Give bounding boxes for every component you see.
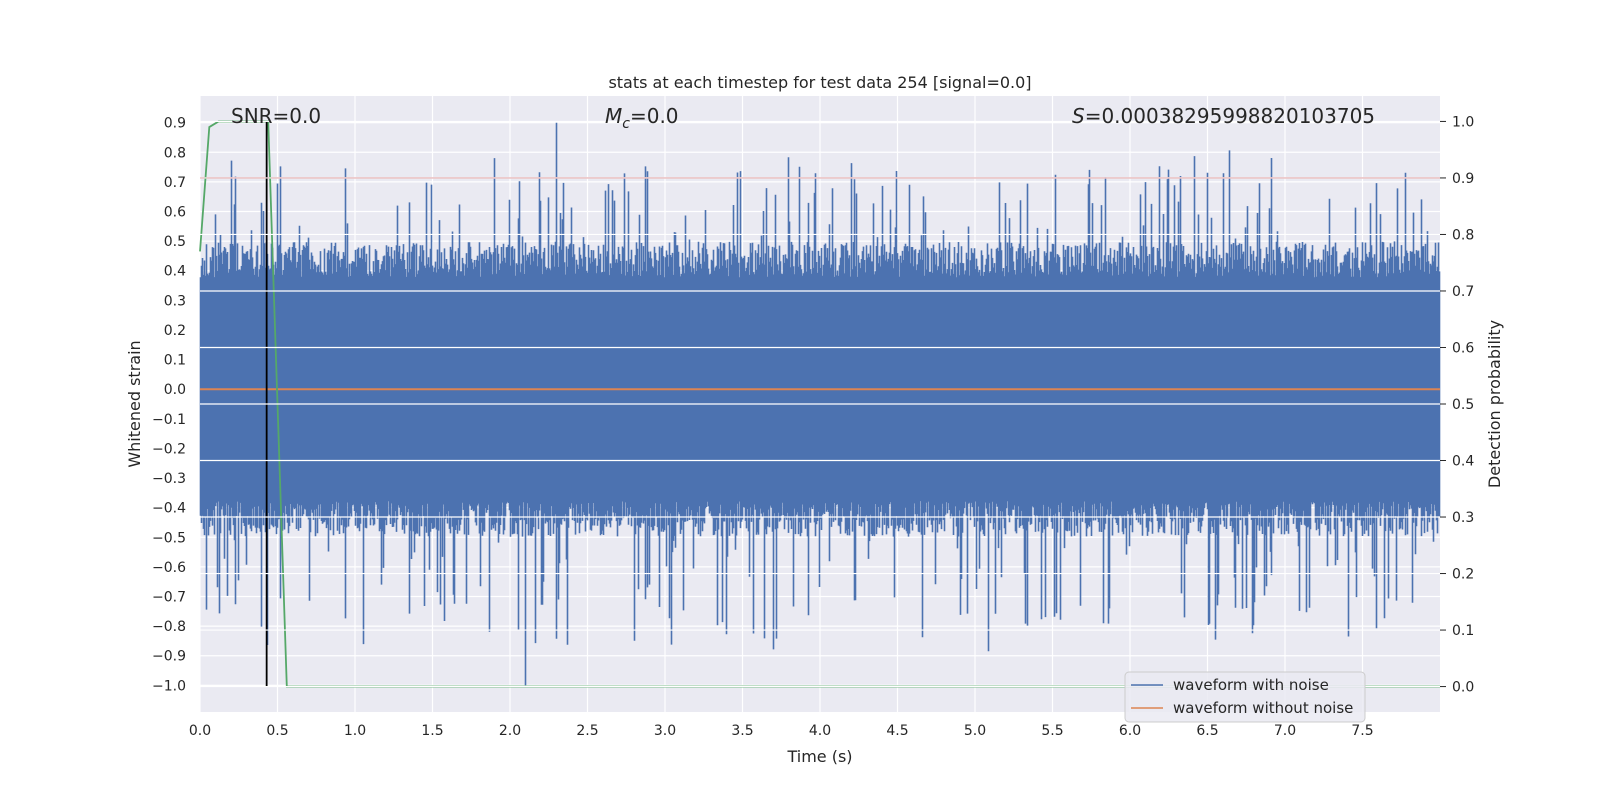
y-tick-label: −0.3 (152, 471, 186, 487)
y-tick-label: −0.5 (152, 530, 186, 546)
y2-tick-label: 0.5 (1452, 397, 1474, 413)
y-tick-label: 0.8 (164, 145, 186, 161)
legend-label-waveform-without-noise: waveform without noise (1173, 699, 1353, 717)
chirp-mass-annotation: Mc=0.0 (605, 104, 679, 132)
x-tick-label: 5.5 (1041, 723, 1063, 739)
legend: waveform with noise waveform without noi… (1124, 671, 1366, 723)
y-tick-label: 0.1 (164, 353, 186, 369)
y-tick-label: 0.3 (164, 293, 186, 309)
y-tick-label: −1.0 (152, 678, 186, 694)
x-tick-label: 7.5 (1351, 723, 1373, 739)
y2-tick-label: 1.0 (1452, 114, 1474, 130)
score-symbol: S (1072, 104, 1085, 128)
x-axis-ticks: 0.0 0.5 1.0 1.5 2.0 2.5 3.0 3.5 4.0 4.5 5.0 5.5 6.0 6… (189, 723, 1374, 739)
x-tick-label: 6.5 (1196, 723, 1218, 739)
y-axis-title: Whitened strain (125, 340, 144, 467)
y-axis-ticks: 0.9 0.8 0.7 0.6 0.5 0.4 0.3 0.2 0.1 0.0 −0.1 −0.2 −0… (152, 116, 186, 695)
x-axis-title: Time (s) (786, 747, 852, 766)
x-tick-label: 2.0 (499, 723, 521, 739)
chart-title: stats at each timestep for test data 254… (608, 73, 1031, 92)
y-tick-label: 0.6 (164, 205, 186, 221)
noise-waveform-line (199, 122, 1441, 686)
y-tick-label: −0.6 (152, 560, 186, 576)
y2-tick-label: 0.4 (1452, 454, 1474, 470)
x-tick-label: 0.0 (189, 723, 211, 739)
x-tick-label: 4.0 (809, 723, 831, 739)
x-tick-label: 2.5 (576, 723, 598, 739)
y-tick-label: −0.8 (152, 619, 186, 635)
y-tick-label: −0.1 (152, 412, 186, 428)
snr-annotation: SNR=0.0 (231, 104, 321, 128)
score-value: =0.00038295998820103705 (1085, 104, 1375, 128)
legend-box (1124, 671, 1366, 723)
chirp-mass-value: =0.0 (630, 104, 679, 128)
y2-tick-label: 0.0 (1452, 680, 1474, 696)
x-tick-label: 4.5 (886, 723, 908, 739)
chirp-mass-symbol: M (605, 104, 622, 128)
y-tick-label: 0.4 (164, 264, 186, 280)
y-tick-label: −0.2 (152, 441, 186, 457)
y-tick-label: 0.2 (164, 323, 186, 339)
y2-tick-label: 0.3 (1452, 510, 1474, 526)
y-tick-label: −0.7 (152, 590, 186, 606)
y2-axis-ticks: 1.0 0.9 0.8 0.7 0.6 0.5 0.4 0.3 0.2 0.1 0.0 (1440, 114, 1474, 696)
x-tick-label: 3.0 (654, 723, 676, 739)
x-tick-label: 6.0 (1119, 723, 1141, 739)
x-tick-label: 1.5 (421, 723, 443, 739)
y-tick-label: −0.9 (152, 649, 186, 665)
y2-tick-label: 0.2 (1452, 567, 1474, 583)
x-tick-label: 0.5 (266, 723, 288, 739)
chirp-mass-subscript: c (622, 116, 630, 132)
y2-gridlines (200, 120, 1440, 688)
x-tick-label: 7.0 (1274, 723, 1296, 739)
x-tick-label: 5.0 (964, 723, 986, 739)
x-tick-label: 1.0 (344, 723, 366, 739)
y2-axis-title: Detection probability (1485, 320, 1504, 488)
y2-tick-label: 0.1 (1452, 623, 1474, 639)
legend-label-waveform-with-noise: waveform with noise (1173, 676, 1329, 694)
y-tick-label: 0.0 (164, 382, 186, 398)
x-tick-label: 3.5 (731, 723, 753, 739)
y-tick-label: 0.9 (164, 116, 186, 132)
y2-tick-label: 0.6 (1452, 340, 1474, 356)
y-tick-label: −0.4 (152, 501, 186, 517)
y-tick-label: 0.5 (164, 234, 186, 250)
y2-tick-label: 0.7 (1452, 284, 1474, 300)
y2-tick-label: 0.9 (1452, 171, 1474, 187)
y2-tick-label: 0.8 (1452, 227, 1474, 243)
score-annotation: S=0.00038295998820103705 (1072, 104, 1375, 128)
series-waveform-with-noise (199, 122, 1441, 686)
y-tick-label: 0.7 (164, 175, 186, 191)
